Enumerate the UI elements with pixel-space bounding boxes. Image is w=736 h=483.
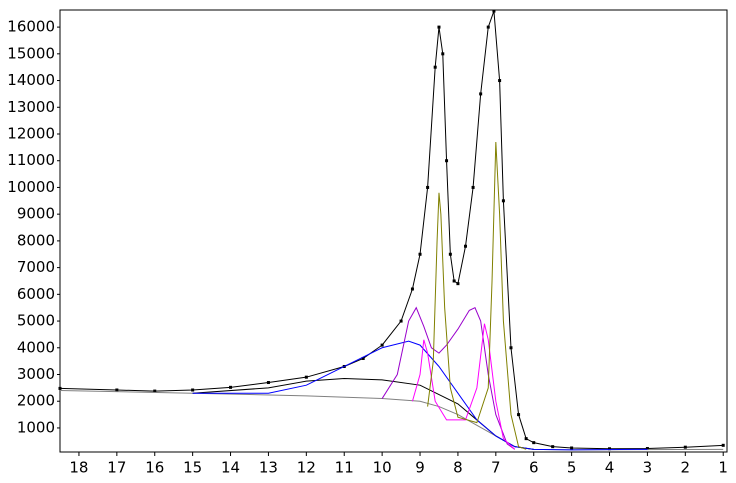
- data-point: [266, 381, 270, 385]
- x-tick-label: 1: [718, 459, 728, 477]
- data-point: [471, 185, 475, 189]
- data-point: [229, 385, 233, 389]
- data-point: [486, 25, 490, 29]
- data-point: [551, 445, 555, 449]
- x-tick-label: 11: [335, 459, 354, 477]
- data-point: [418, 252, 422, 256]
- data-point: [410, 287, 414, 291]
- x-tick-label: 14: [221, 459, 240, 477]
- data-point: [191, 388, 195, 392]
- data-point: [456, 282, 460, 286]
- data-point: [399, 319, 403, 323]
- y-tick-label: 11000: [7, 151, 55, 169]
- y-tick-label: 7000: [17, 258, 55, 276]
- data-point: [361, 356, 365, 360]
- data-point: [445, 159, 449, 163]
- y-tick-label: 6000: [17, 285, 55, 303]
- data-point: [433, 65, 437, 69]
- x-tick-label: 8: [453, 459, 463, 477]
- y-tick-label: 5000: [17, 312, 55, 330]
- data-point: [452, 279, 456, 283]
- x-tick-label: 6: [529, 459, 539, 477]
- x-tick-label: 17: [107, 459, 126, 477]
- data-point: [524, 437, 528, 441]
- data-point: [517, 413, 521, 417]
- data-point: [304, 375, 308, 379]
- data-point: [437, 25, 441, 29]
- data-point: [570, 446, 574, 450]
- x-tick-label: 13: [259, 459, 278, 477]
- data-point: [479, 92, 483, 96]
- data-point: [501, 199, 505, 203]
- y-tick-label: 12000: [7, 124, 55, 142]
- y-tick-label: 8000: [17, 231, 55, 249]
- data-point: [498, 79, 502, 83]
- data-point: [380, 343, 384, 347]
- x-tick-label: 12: [297, 459, 316, 477]
- y-tick-label: 9000: [17, 205, 55, 223]
- x-tick-label: 3: [643, 459, 653, 477]
- data-point: [115, 388, 119, 392]
- data-point: [509, 346, 513, 350]
- series-line: [381, 306, 516, 450]
- x-tick-label: 15: [183, 459, 202, 477]
- y-tick-label: 1000: [17, 418, 55, 436]
- x-tick-label: 16: [145, 459, 164, 477]
- x-tick-label: 5: [567, 459, 577, 477]
- y-tick-label: 2000: [17, 392, 55, 410]
- y-tick-label: 4000: [17, 338, 55, 356]
- data-point: [532, 441, 536, 445]
- data-point: [683, 445, 687, 449]
- x-tick-label: 7: [491, 459, 501, 477]
- data-point: [721, 443, 725, 447]
- y-tick-label: 16000: [7, 18, 55, 36]
- y-tick-label: 15000: [7, 44, 55, 62]
- series-line: [427, 141, 527, 450]
- series-line: [192, 340, 648, 451]
- series-line: [411, 323, 516, 450]
- data-point: [645, 447, 649, 451]
- data-point: [448, 252, 452, 256]
- plot-frame: [59, 9, 728, 453]
- data-point: [441, 52, 445, 56]
- data-point: [464, 244, 468, 248]
- y-tick-label: 10000: [7, 178, 55, 196]
- x-tick-label: 4: [605, 459, 615, 477]
- x-tick-label: 2: [681, 459, 691, 477]
- data-point: [608, 447, 612, 451]
- data-point: [492, 9, 496, 13]
- data-point: [58, 386, 62, 390]
- x-tick-label: 18: [69, 459, 88, 477]
- data-point: [426, 185, 430, 189]
- y-tick-label: 14000: [7, 71, 55, 89]
- y-tick-label: 13000: [7, 98, 55, 116]
- x-tick-label: 10: [373, 459, 392, 477]
- y-tick-label: 3000: [17, 365, 55, 383]
- data-point: [153, 389, 157, 393]
- x-tick-label: 9: [415, 459, 425, 477]
